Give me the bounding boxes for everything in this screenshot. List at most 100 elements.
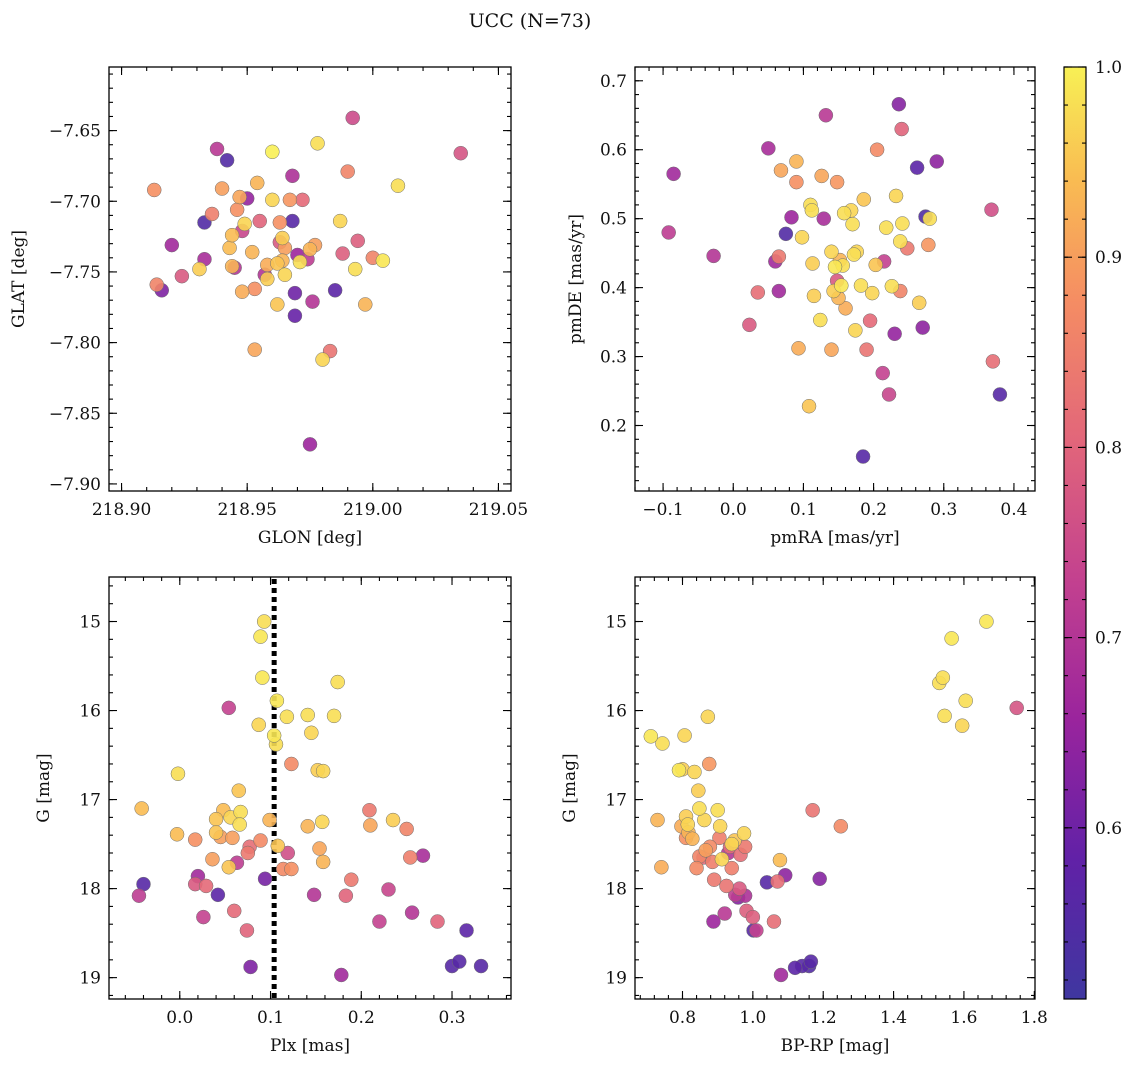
data-point	[208, 811, 224, 827]
data-point	[803, 954, 819, 969]
data-point	[279, 709, 295, 725]
data-point	[805, 256, 820, 271]
data-point	[247, 281, 262, 297]
data-point	[650, 812, 665, 828]
data-point	[362, 803, 377, 818]
colorbar-tick-label: 1.0	[1095, 58, 1122, 78]
data-point	[1009, 700, 1024, 716]
data-point	[330, 674, 345, 690]
x-axis-label: Plx [mas]	[270, 1036, 350, 1056]
data-point	[717, 906, 732, 921]
data-point	[787, 960, 803, 976]
data-point	[813, 312, 828, 328]
data-point	[315, 352, 330, 367]
data-point	[984, 202, 999, 217]
y-tick-label: 0.7	[600, 72, 627, 92]
colorbar-tick-label: 0.9	[1095, 248, 1122, 268]
data-point	[805, 803, 820, 818]
data-point	[335, 246, 350, 261]
data-point	[452, 954, 467, 969]
data-point	[226, 903, 242, 919]
y-tick-label: −7.70	[49, 192, 101, 212]
data-point	[473, 958, 489, 974]
data-point	[251, 717, 266, 733]
data-point	[714, 851, 730, 867]
data-point	[306, 887, 322, 903]
data-point	[742, 317, 757, 333]
data-point	[643, 729, 659, 744]
data-point	[334, 967, 349, 983]
data-point	[909, 160, 925, 175]
data-point	[403, 850, 418, 865]
data-point	[895, 216, 910, 231]
data-point	[804, 203, 820, 218]
data-point	[719, 878, 734, 894]
data-point	[287, 308, 303, 323]
data-point	[363, 818, 378, 833]
data-point	[404, 905, 420, 920]
data-point	[270, 838, 286, 854]
data-point	[277, 267, 293, 283]
data-point	[243, 959, 258, 975]
data-point	[745, 909, 761, 925]
colorbar-tick-label: 0.7	[1095, 629, 1122, 649]
panel-pmra-pmde: −0.1 0.0 0.1 0.2 0.3 0.4 0.2 0.3 0.4 0.5 0.6 0.7 pmR…	[566, 66, 1036, 548]
data-point	[654, 859, 669, 875]
x-axis-label: pmRA [mas/yr]	[770, 528, 899, 548]
panel-glon-glat: 218.90 218.95 219.00 219.05 −7.90 −7.85 −7.80 −…	[9, 66, 528, 548]
data-point	[979, 614, 994, 629]
data-point	[239, 923, 255, 938]
data-point	[232, 189, 247, 205]
x-tick-label: 1.2	[810, 1008, 837, 1028]
y-axis-label: pmDE [mas/yr]	[566, 214, 586, 344]
data-point	[921, 237, 936, 253]
data-point	[224, 259, 240, 274]
colorbar: 0.6 0.7 0.8 0.9 1.0	[1063, 58, 1122, 1000]
y-tick-label: 0.5	[600, 210, 627, 230]
data-point	[255, 670, 270, 685]
data-point	[269, 693, 285, 709]
y-axis-label: G [mag]	[560, 753, 580, 822]
data-point	[732, 881, 747, 896]
x-tick-label: 0.3	[438, 1008, 465, 1028]
x-tick-label: 1.0	[739, 1008, 766, 1028]
data-point	[270, 256, 285, 271]
axes-frame	[634, 66, 1036, 492]
data-point	[724, 836, 739, 852]
data-point	[789, 174, 804, 190]
data-point	[272, 215, 288, 230]
data-point	[372, 914, 387, 929]
data-point	[247, 342, 262, 357]
y-tick-label: 0.4	[600, 279, 627, 299]
panel-plx-g: 0.0 0.1 0.2 0.3 15 16 17 18 19 Plx [mas] G [mag]	[34, 576, 512, 1056]
data-point	[700, 709, 716, 725]
data-point	[750, 285, 766, 300]
data-point	[869, 142, 885, 157]
data-point	[305, 294, 320, 309]
axes-frame	[108, 66, 512, 492]
data-point	[253, 629, 268, 644]
data-point	[266, 728, 282, 743]
data-point	[954, 718, 970, 733]
data-point	[770, 874, 785, 889]
data-point	[859, 342, 874, 357]
data-point	[773, 163, 789, 178]
y-tick-label: 16	[605, 702, 627, 722]
data-point	[300, 707, 315, 723]
data-point	[706, 872, 722, 887]
x-tick-label: 1.8	[1021, 1008, 1048, 1028]
y-tick-label: −7.65	[49, 122, 101, 142]
data-point	[710, 803, 725, 818]
data-point	[736, 826, 752, 841]
data-point	[345, 110, 360, 126]
axes-frame	[108, 576, 512, 1000]
data-point	[706, 248, 721, 264]
y-tick-label: −7.85	[49, 404, 101, 424]
data-point	[818, 108, 834, 123]
data-point	[338, 888, 354, 903]
y-tick-label: 15	[605, 613, 627, 633]
data-point	[196, 909, 211, 925]
y-tick-label: 0.3	[600, 348, 627, 368]
data-point	[868, 257, 883, 273]
